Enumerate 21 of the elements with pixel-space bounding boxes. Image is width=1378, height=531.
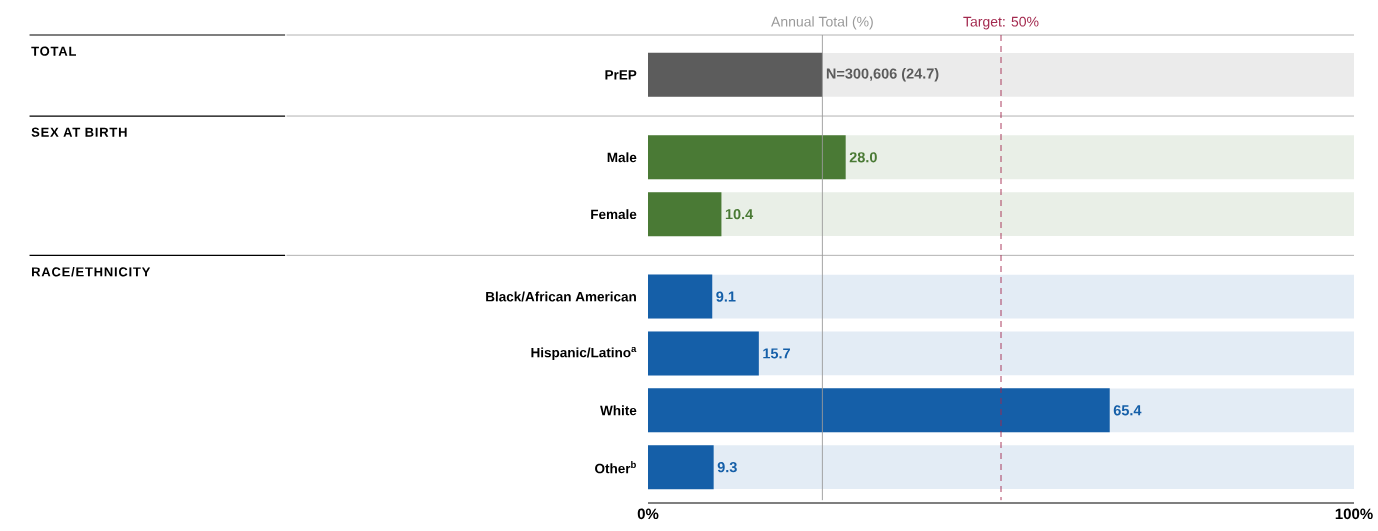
x-tick-label: 0% bbox=[637, 508, 659, 520]
data-label: 10.4 bbox=[725, 208, 754, 220]
data-label: 15.7 bbox=[763, 348, 790, 359]
y-tick-label: White bbox=[600, 405, 637, 416]
data-label: 65.4 bbox=[1113, 405, 1142, 416]
text: TOTAL bbox=[31, 46, 76, 56]
y-tick-label: Male bbox=[607, 152, 637, 163]
data-label: 9.3 bbox=[717, 462, 737, 473]
ref-line-label: Annual Total (%) bbox=[771, 16, 873, 30]
text: RACE/ETHNICITY bbox=[32, 266, 151, 277]
data-label: 9.1 bbox=[716, 291, 736, 302]
data-label: N=300,606 (24.7) bbox=[826, 68, 939, 82]
y-tick-label: Hispanic/Latino$^{a}$ bbox=[531, 346, 637, 361]
data-label: 28.0 bbox=[849, 152, 877, 163]
text: SEX AT BIRTH bbox=[31, 127, 127, 137]
x-tick-label: 100% bbox=[1335, 508, 1373, 520]
y-tick-label: Black/African American bbox=[486, 291, 636, 302]
y-tick-label: Other$^{b}$ bbox=[595, 461, 636, 474]
y-tick-label: PrEP bbox=[605, 70, 637, 80]
y-tick-label: Female bbox=[591, 209, 637, 220]
ref-line-label: Target: 50% bbox=[963, 16, 1039, 30]
